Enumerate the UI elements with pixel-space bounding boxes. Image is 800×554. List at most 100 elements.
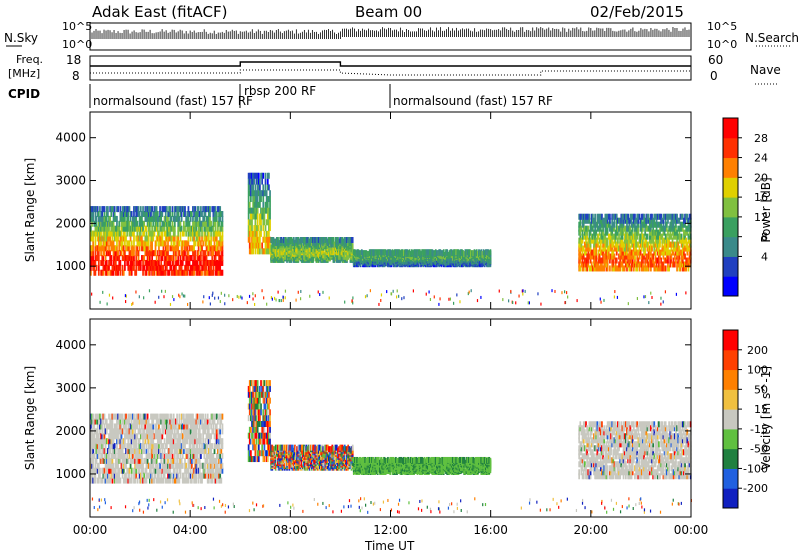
echo-cell bbox=[179, 220, 182, 227]
echo-cell bbox=[664, 225, 667, 232]
echo-cell bbox=[305, 252, 308, 259]
echo-cell bbox=[437, 250, 439, 257]
echo-cell bbox=[295, 249, 297, 256]
echo-cell bbox=[677, 253, 680, 260]
echo-cell bbox=[151, 235, 153, 242]
echo-cell bbox=[619, 265, 622, 272]
echo-cell bbox=[662, 245, 665, 252]
echo-cell bbox=[268, 236, 270, 243]
echo-cell bbox=[586, 245, 589, 252]
echo-cell bbox=[646, 253, 649, 260]
noise-speck bbox=[282, 298, 284, 302]
echo-cell bbox=[158, 269, 160, 276]
echo-cell bbox=[662, 249, 665, 256]
echo-cell bbox=[160, 269, 163, 276]
echo-cell bbox=[143, 245, 146, 252]
echo-cell bbox=[681, 253, 684, 260]
echo-cell bbox=[209, 264, 211, 271]
echo-cell bbox=[627, 257, 629, 264]
noise-speck bbox=[171, 295, 174, 299]
echo-cell bbox=[653, 221, 656, 228]
echo-cell bbox=[256, 184, 259, 191]
echo-cell bbox=[651, 253, 653, 260]
echo-cell bbox=[248, 178, 251, 185]
echo-cell bbox=[321, 237, 323, 244]
echo-cell bbox=[137, 264, 140, 271]
echo-cell bbox=[652, 217, 655, 224]
echo-cell bbox=[183, 269, 185, 276]
echo-cell bbox=[585, 225, 587, 232]
echo-cell bbox=[312, 255, 314, 262]
echo-cell bbox=[153, 259, 156, 266]
echo-cell bbox=[659, 241, 661, 248]
noise-speck bbox=[224, 302, 226, 306]
echo-cell bbox=[255, 201, 258, 208]
echo-cell bbox=[626, 265, 628, 272]
echo-cell bbox=[640, 261, 643, 268]
echo-cell bbox=[94, 250, 97, 257]
echo-cell bbox=[657, 213, 660, 220]
echo-cell bbox=[162, 240, 165, 247]
echo-cell bbox=[611, 229, 614, 236]
echo-cell bbox=[664, 245, 667, 252]
echo-cell bbox=[135, 269, 138, 276]
echo-cell bbox=[631, 257, 634, 264]
echo-cell bbox=[213, 255, 216, 262]
echo-cell bbox=[595, 237, 598, 244]
echo-cell bbox=[612, 249, 615, 256]
echo-cell bbox=[194, 240, 197, 247]
echo-cell bbox=[663, 249, 666, 256]
noise-speck bbox=[220, 291, 222, 295]
freq-panel: Freq. [MHz] 18 8 60 0 Nave bbox=[8, 53, 781, 85]
echo-cell bbox=[101, 255, 104, 262]
echo-cell bbox=[581, 257, 584, 264]
echo-cell bbox=[162, 250, 165, 257]
echo-cell bbox=[640, 225, 643, 232]
echo-cell bbox=[255, 225, 258, 232]
echo-cell bbox=[414, 249, 417, 256]
echo-cell bbox=[688, 221, 691, 228]
echo-cell bbox=[187, 211, 190, 218]
echo-cell bbox=[147, 245, 150, 252]
echo-cell bbox=[176, 215, 178, 222]
echo-cell bbox=[603, 221, 606, 228]
echo-cell bbox=[167, 259, 169, 266]
echo-cell bbox=[177, 206, 180, 213]
echo-cell bbox=[623, 245, 626, 252]
echo-cell bbox=[150, 220, 152, 227]
echo-cell bbox=[628, 221, 631, 228]
echo-cell bbox=[312, 240, 314, 247]
echo-cell bbox=[579, 245, 582, 252]
echo-cell bbox=[612, 213, 615, 220]
echo-cell bbox=[116, 245, 118, 252]
echo-cell bbox=[147, 235, 150, 242]
echo-cell bbox=[219, 211, 222, 218]
echo-cell bbox=[341, 237, 344, 244]
echo-cell bbox=[357, 249, 360, 256]
echo-cell bbox=[275, 243, 278, 250]
echo-cell bbox=[206, 220, 209, 227]
echo-cell bbox=[611, 213, 614, 220]
echo-cell bbox=[635, 245, 637, 252]
echo-cell bbox=[146, 259, 149, 266]
echo-cell bbox=[685, 213, 688, 220]
echo-cell bbox=[155, 255, 158, 262]
echo-cell bbox=[449, 249, 452, 256]
echo-cell bbox=[169, 245, 172, 252]
echo-cell bbox=[112, 211, 115, 218]
echo-cell bbox=[164, 259, 167, 266]
echo-cell bbox=[671, 221, 674, 228]
echo-cell bbox=[152, 269, 155, 276]
echo-cell bbox=[401, 249, 404, 256]
echo-cell bbox=[219, 269, 222, 276]
echo-cell bbox=[334, 244, 337, 251]
echo-cell bbox=[190, 230, 193, 237]
echo-cell bbox=[173, 264, 176, 271]
echo-cell bbox=[162, 220, 165, 227]
echo-cell bbox=[144, 235, 147, 242]
echo-cell bbox=[269, 225, 271, 232]
echo-cell bbox=[90, 245, 92, 252]
noise-speck bbox=[351, 299, 353, 303]
echo-cell bbox=[102, 250, 105, 257]
echo-cell bbox=[670, 253, 673, 260]
